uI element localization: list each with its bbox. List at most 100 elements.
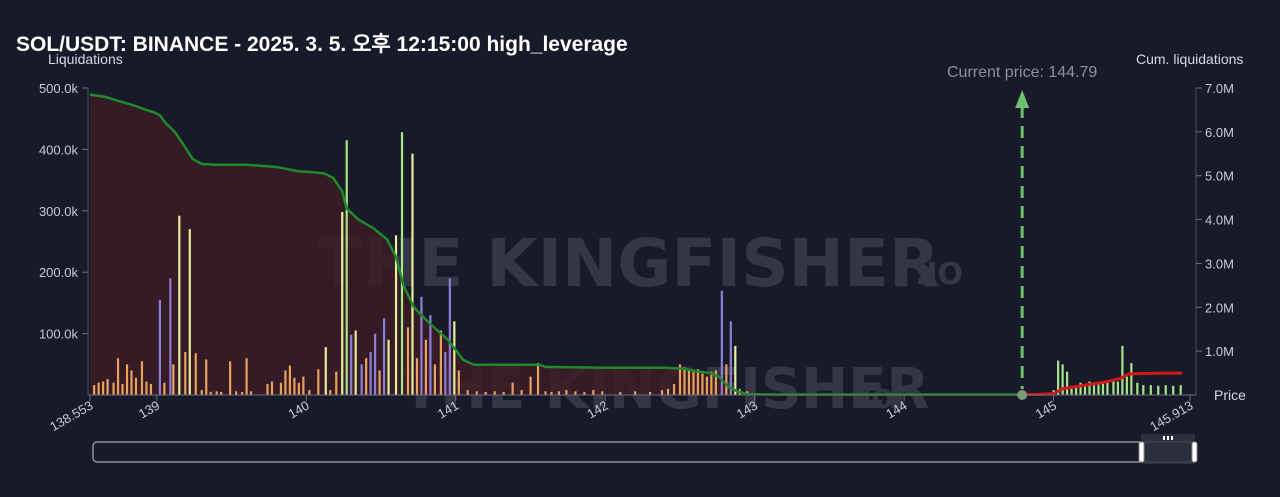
liquidation-bar: [696, 369, 700, 395]
liquidation-bar: [329, 390, 332, 395]
liquidation-bar: [360, 364, 363, 395]
liquidation-bar: [335, 371, 338, 395]
liquidation-bar: [433, 364, 436, 395]
current-price-label: Current price: 144.79: [947, 64, 1097, 81]
liquidation-bar: [406, 327, 410, 395]
range-scrollbar-track[interactable]: [92, 441, 1196, 463]
liquidation-bar: [660, 390, 664, 395]
y2-tick-label: 7.0M: [1205, 81, 1234, 96]
liquidation-bar: [382, 318, 386, 395]
liquidation-bar: [245, 358, 248, 395]
grip-icon[interactable]: [1163, 436, 1173, 440]
liquidation-bar: [444, 352, 447, 395]
liquidation-bar: [266, 383, 269, 395]
watermark-text-upper: THE KINGFISHER: [318, 225, 940, 302]
liquidation-bar: [720, 290, 723, 395]
liquidation-bar: [710, 371, 713, 395]
liquidation-bar: [701, 373, 704, 395]
x-tick-label: 138.553: [47, 398, 95, 434]
liquidation-bar: [666, 388, 670, 395]
liquidation-bar: [297, 382, 300, 395]
liquidation-bar: [1142, 385, 1145, 395]
liquidation-bar: [200, 390, 203, 395]
liquidation-bar: [106, 379, 109, 395]
liquidation-bar: [544, 391, 547, 395]
liquidation-bar: [317, 369, 320, 395]
liquidation-bar: [1092, 385, 1096, 395]
liquidation-bar: [112, 382, 115, 395]
liquidation-bar: [324, 347, 327, 395]
y2-tick-label: 2.0M: [1205, 300, 1234, 315]
liquidation-bar: [102, 381, 105, 395]
liquidation-bar: [683, 367, 686, 395]
liquidation-bar: [619, 391, 622, 395]
liquidation-bar: [457, 370, 460, 395]
liquidation-bar: [229, 361, 232, 395]
liquidation-bar: [125, 364, 129, 395]
x-tick-label: 139: [136, 398, 162, 422]
liquidation-bar: [194, 353, 197, 395]
liquidation-bar: [725, 364, 728, 395]
liquidation-bar: [601, 391, 604, 395]
liquidation-bar: [172, 364, 175, 395]
liquidation-bar: [1106, 380, 1109, 395]
liquidation-bar: [209, 391, 212, 395]
liquidation-bar: [1157, 385, 1160, 395]
liquidation-bar: [574, 391, 577, 395]
current-price-marker: Current price: 144.79: [947, 64, 1097, 400]
liquidation-bar: [249, 391, 253, 395]
liquidation-bar: [288, 365, 292, 395]
liquidation-bar: [378, 370, 381, 395]
liquidation-bar: [293, 377, 296, 395]
liquidation-bar: [240, 391, 244, 395]
liquidation-bar: [466, 390, 469, 395]
y2-axis-title: Cum. liquidations: [1136, 51, 1243, 67]
liquidation-bar: [672, 383, 676, 395]
liquidation-bar: [1130, 363, 1133, 395]
liquidation-bar: [678, 364, 682, 395]
y-axis-title: Liquidations: [48, 51, 123, 67]
liquidation-bar: [134, 377, 138, 395]
liquidation-bar: [205, 359, 208, 395]
cum-liquidations-line-right: [1022, 371, 1183, 397]
range-scrollbar[interactable]: [92, 434, 1198, 464]
liquidation-bar: [270, 381, 274, 395]
liquidation-bar: [1112, 381, 1115, 395]
current-price-arrow-icon: [1015, 90, 1030, 108]
liquidation-bar: [550, 391, 553, 395]
y-tick-label: 500.0k: [39, 81, 79, 96]
liquidation-bar: [341, 212, 344, 395]
liquidation-bar: [169, 278, 172, 395]
y2-tick-label: 6.0M: [1205, 125, 1234, 140]
chart-title: SOL/USDT: BINANCE - 2025. 3. 5. 오후 12:15…: [16, 33, 628, 56]
liquidation-bar: [511, 382, 514, 395]
liquidation-bar: [178, 215, 181, 395]
watermark: THE KINGFISHER .IO THE KINGFISHER .IO: [318, 225, 963, 422]
liquidation-bar: [411, 153, 414, 395]
range-handle-right[interactable]: [1191, 441, 1198, 463]
liquidation-bar: [529, 376, 532, 395]
y-tick-label: 400.0k: [39, 142, 79, 157]
y2-tick-label: 1.0M: [1205, 344, 1234, 359]
liquidation-bar: [705, 376, 709, 395]
liquidation-bar: [520, 390, 523, 395]
liquidation-bar: [687, 370, 691, 395]
liquidation-bar: [158, 299, 161, 395]
watermark-suffix-lower: .IO: [852, 385, 894, 415]
liquidation-bar: [1149, 385, 1152, 395]
liquidation-bar: [365, 358, 368, 395]
liquidation-bar: [1088, 381, 1091, 395]
liquidation-bar: [1125, 376, 1128, 395]
liquidation-bar: [184, 352, 187, 395]
liquidation-bar: [475, 391, 478, 395]
liquidation-bar: [1074, 385, 1078, 395]
liquidation-bar: [557, 391, 561, 395]
range-handle-left[interactable]: [1138, 441, 1145, 463]
liquidation-bar: [121, 383, 124, 395]
liquidation-bar: [400, 132, 404, 395]
liquidation-bar: [97, 382, 100, 395]
liquidation-bar: [714, 370, 717, 395]
liquidation-bar: [1083, 383, 1087, 395]
liquidation-bar: [140, 361, 144, 395]
liquidation-bar: [484, 391, 487, 395]
